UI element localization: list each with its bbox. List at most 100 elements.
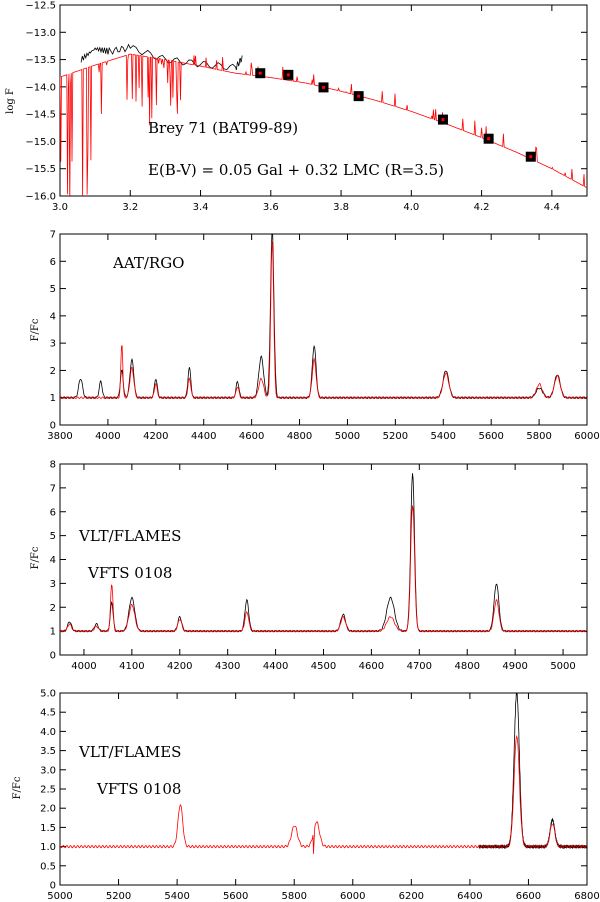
photometry-point-center [487, 137, 491, 141]
x-tick-label: 4800 [455, 661, 480, 672]
x-tick-label: 4200 [143, 431, 168, 442]
x-tick-label: 6400 [457, 891, 482, 902]
photometry-point-center [357, 94, 361, 98]
x-tick-label: 4000 [95, 431, 120, 442]
x-tick-label: 6000 [340, 891, 365, 902]
model-spectrum [60, 53, 587, 196]
panel-sed-reddening: E(B-V) = 0.05 Gal + 0.32 LMC (R=3.5) [148, 161, 444, 179]
x-tick-label: 4100 [119, 661, 144, 672]
panel-flames-red: 5000 5200 5400 5600 5800 6000 6200 6400 6600 6800… [12, 689, 600, 902]
plot-frame [59, 463, 588, 656]
x-tick-label: 4500 [311, 661, 336, 672]
y-tick-label: 3.5 [40, 746, 56, 757]
x-tick-label: 5200 [383, 431, 408, 442]
spectrum-curves [60, 234, 587, 400]
y-tick-label: 1 [50, 627, 56, 638]
model-spectrum [60, 505, 587, 633]
x-tick-label: 4800 [287, 431, 312, 442]
y-tick-label: 4 [50, 555, 56, 566]
y-tick-label: 1.5 [40, 823, 56, 834]
x-tick-label: 5800 [526, 431, 551, 442]
panel-sed-title: Brey 71 (BAT99-89) [148, 119, 298, 137]
y-tick-label: −15.5 [25, 164, 56, 175]
y-tick-label: 4.5 [40, 708, 56, 719]
x-tick-label: 5200 [106, 891, 131, 902]
y-tick-label: 4 [50, 311, 56, 322]
y-tick-label: 6 [50, 257, 56, 268]
plot-frame [59, 233, 588, 426]
panel-sed-plot: 3.0 3.2 3.4 3.6 3.8 4.0 4.2 4.4 −12.5 −13.0 −13.5 −… [25, 1, 588, 213]
spectrum-curves [60, 693, 587, 854]
y-tick-label: 1.0 [40, 842, 56, 853]
y-tick-label: 3 [50, 339, 56, 350]
x-tick-label: 3.2 [122, 202, 138, 213]
model-spectrum [60, 734, 587, 854]
y-tick-label: 1 [50, 393, 56, 404]
y-tick-label: 5 [50, 531, 56, 542]
x-tick-label: 6200 [399, 891, 424, 902]
photometry-point-center [441, 118, 445, 122]
photometry-point-center [529, 155, 533, 159]
y-tick-label: 7 [50, 483, 56, 494]
x-tick-label: 5000 [335, 431, 360, 442]
x-tick-label: 6800 [574, 891, 599, 902]
spectrum-curves [60, 473, 587, 633]
x-tick-label: 3.0 [52, 202, 68, 213]
y-tick-label: 6 [50, 507, 56, 518]
photometry-point-center [286, 73, 290, 77]
model-spectrum [60, 241, 587, 399]
panel-flames-blue-instrument: VLT/FLAMES [78, 527, 181, 545]
x-tick-label: 4000 [71, 661, 96, 672]
observed-spectrum [80, 43, 243, 71]
y-tick-label: −15.0 [25, 137, 56, 148]
x-tick-label: 3.8 [333, 202, 349, 213]
y-tick-label: 5 [50, 284, 56, 295]
x-tick-label: 3800 [47, 431, 72, 442]
panel-flames-blue-ylabel: F/Fc [30, 546, 41, 569]
y-tick-label: 2.5 [40, 785, 56, 796]
y-tick-label: 2.0 [40, 804, 56, 815]
x-tick-label: 4.0 [403, 202, 419, 213]
photometry-point-center [258, 71, 262, 75]
panel-flames-red-star: VFTS 0108 [96, 780, 181, 798]
y-tick-label: 2 [50, 603, 56, 614]
y-tick-label: 3.0 [40, 765, 56, 776]
y-tick-label: 4.0 [40, 727, 56, 738]
y-tick-label: 7 [50, 230, 56, 241]
x-tick-label: 5800 [281, 891, 306, 902]
x-tick-label: 4.4 [544, 202, 560, 213]
y-tick-label: 0 [50, 421, 56, 432]
y-tick-label: 0 [50, 651, 56, 662]
y-tick-label: −12.5 [25, 1, 56, 12]
panel-aat-label: AAT/RGO [112, 254, 184, 272]
x-tick-label: 4400 [191, 431, 216, 442]
panel-flames-red-instrument: VLT/FLAMES [78, 743, 181, 761]
y-tick-label: −13.0 [25, 28, 56, 39]
y-tick-label: 0 [50, 881, 56, 892]
y-tick-label: 2 [50, 366, 56, 377]
y-tick-label: −13.5 [25, 55, 56, 66]
panel-aat: 3800 4000 4200 4400 4600 4800 5000 5200 5400 5600… [30, 230, 600, 443]
x-tick-label: 5000 [47, 891, 72, 902]
y-tick-label: 5.0 [40, 689, 56, 700]
x-tick-label: 5000 [550, 661, 575, 672]
y-tick-label: 3 [50, 579, 56, 590]
panel-flames-blue-star: VFTS 0108 [87, 564, 172, 582]
x-tick-label: 4200 [167, 661, 192, 672]
y-tick-label: −14.0 [25, 82, 56, 93]
x-tick-label: 5400 [431, 431, 456, 442]
x-tick-label: 3.6 [263, 202, 279, 213]
x-tick-label: 4900 [502, 661, 527, 672]
panel-flames-blue-plot: 4000 4100 4200 4300 4400 4500 4600 4700 4800 4900… [50, 460, 588, 672]
x-tick-label: 4600 [239, 431, 264, 442]
observed-spectrum [60, 473, 587, 633]
y-tick-label: 8 [50, 460, 56, 471]
x-tick-label: 5400 [164, 891, 189, 902]
x-tick-label: 4600 [359, 661, 384, 672]
panel-aat-ylabel: F/Fc [30, 318, 41, 341]
photometry-point-center [322, 85, 325, 89]
observed-spectrum [478, 693, 587, 850]
x-tick-label: 4400 [263, 661, 288, 672]
x-tick-label: 4.2 [474, 202, 490, 213]
